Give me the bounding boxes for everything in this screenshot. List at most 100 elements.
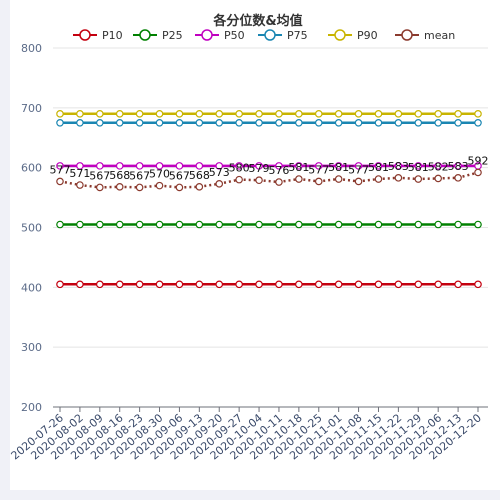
- data-point: [215, 180, 224, 188]
- data-point: [155, 162, 164, 170]
- data-point: [414, 118, 423, 127]
- data-point: [374, 118, 383, 127]
- data-point: [295, 175, 303, 183]
- data-label: 581: [328, 161, 349, 174]
- legend-label: P25: [162, 29, 183, 42]
- legend-item-P10: P10: [73, 29, 123, 42]
- data-point: [56, 118, 64, 127]
- data-point: [394, 118, 403, 127]
- data-point: [314, 110, 323, 118]
- data-point: [275, 162, 283, 170]
- data-point: [155, 118, 164, 127]
- data-point: [135, 183, 144, 192]
- data-point: [275, 118, 283, 127]
- data-point: [394, 174, 403, 182]
- data-label: 573: [209, 166, 230, 179]
- legend: P10 P25 P50 P75 P90 mean: [73, 29, 455, 42]
- y-tick-label: 200: [21, 401, 42, 414]
- data-point: [56, 280, 64, 289]
- legend-item-P50: P50: [195, 29, 245, 42]
- data-point: [374, 220, 383, 229]
- data-point: [195, 183, 204, 191]
- left-margin-strip: [0, 0, 10, 500]
- chart-title: 各分位数&均值: [212, 13, 302, 29]
- data-point: [354, 280, 363, 289]
- legend-item-mean: mean: [395, 29, 455, 42]
- data-point: [434, 118, 442, 127]
- legend-label: P90: [357, 29, 378, 42]
- data-point: [334, 220, 343, 229]
- legend-swatch-marker: [334, 29, 346, 41]
- legend-swatch-marker: [401, 29, 413, 41]
- data-point: [115, 110, 124, 118]
- data-point: [215, 220, 224, 229]
- data-label: 568: [189, 169, 210, 182]
- data-point: [135, 220, 144, 229]
- data-point: [314, 118, 323, 127]
- data-point: [314, 162, 323, 170]
- data-point: [394, 280, 403, 289]
- data-point: [115, 280, 124, 289]
- data-point: [434, 110, 442, 118]
- data-point: [374, 175, 383, 183]
- series-P10: [56, 280, 482, 289]
- data-label: 581: [288, 161, 309, 174]
- data-point: [76, 220, 84, 229]
- data-point: [235, 220, 243, 229]
- data-point: [56, 110, 64, 118]
- data-label: 579: [249, 162, 270, 175]
- data-point: [374, 110, 383, 118]
- data-point: [76, 110, 84, 118]
- data-point: [295, 118, 303, 127]
- data-point: [374, 280, 383, 289]
- data-point: [334, 280, 343, 289]
- y-tick-label: 500: [21, 222, 42, 235]
- data-point: [215, 110, 224, 118]
- data-point: [454, 118, 462, 127]
- legend-label: mean: [424, 29, 455, 42]
- data-point: [314, 177, 323, 186]
- x-axis: 2020-07-262020-08-022020-08-092020-08-16…: [9, 407, 484, 462]
- data-point: [195, 110, 204, 118]
- data-point: [414, 162, 423, 170]
- data-point: [454, 220, 462, 229]
- legend-swatch-marker: [264, 29, 276, 41]
- data-label: 592: [468, 154, 489, 167]
- data-label: 577: [308, 163, 329, 176]
- data-point: [96, 110, 104, 118]
- data-point: [235, 280, 243, 289]
- series-P25: [56, 220, 482, 229]
- data-point: [434, 280, 442, 289]
- data-label: 568: [109, 169, 130, 182]
- data-point: [235, 162, 243, 170]
- data-label: 567: [129, 169, 150, 182]
- bottom-margin-strip: [0, 490, 500, 500]
- data-point: [414, 280, 423, 289]
- series-line: [59, 171, 479, 189]
- data-point: [255, 176, 263, 185]
- data-point: [96, 118, 104, 127]
- data-label: 577: [50, 163, 71, 176]
- data-point: [394, 220, 403, 229]
- legend-swatch-marker: [201, 29, 213, 41]
- data-point: [195, 118, 204, 127]
- legend-item-P75: P75: [258, 29, 308, 42]
- data-point: [76, 181, 84, 189]
- data-point: [155, 220, 164, 229]
- data-point: [175, 162, 184, 170]
- data-point: [334, 110, 343, 118]
- data-point: [195, 162, 204, 170]
- legend-item-P90: P90: [328, 29, 378, 42]
- data-point: [215, 118, 224, 127]
- data-point: [354, 162, 363, 170]
- y-tick-label: 800: [21, 42, 42, 55]
- data-label: 583: [388, 160, 409, 173]
- gridlines: [53, 47, 488, 408]
- data-point: [334, 118, 343, 127]
- data-point: [76, 280, 84, 289]
- data-point: [255, 220, 263, 229]
- data-label: 581: [368, 161, 389, 174]
- data-point: [215, 280, 224, 289]
- data-point: [155, 110, 164, 118]
- data-point: [56, 220, 64, 229]
